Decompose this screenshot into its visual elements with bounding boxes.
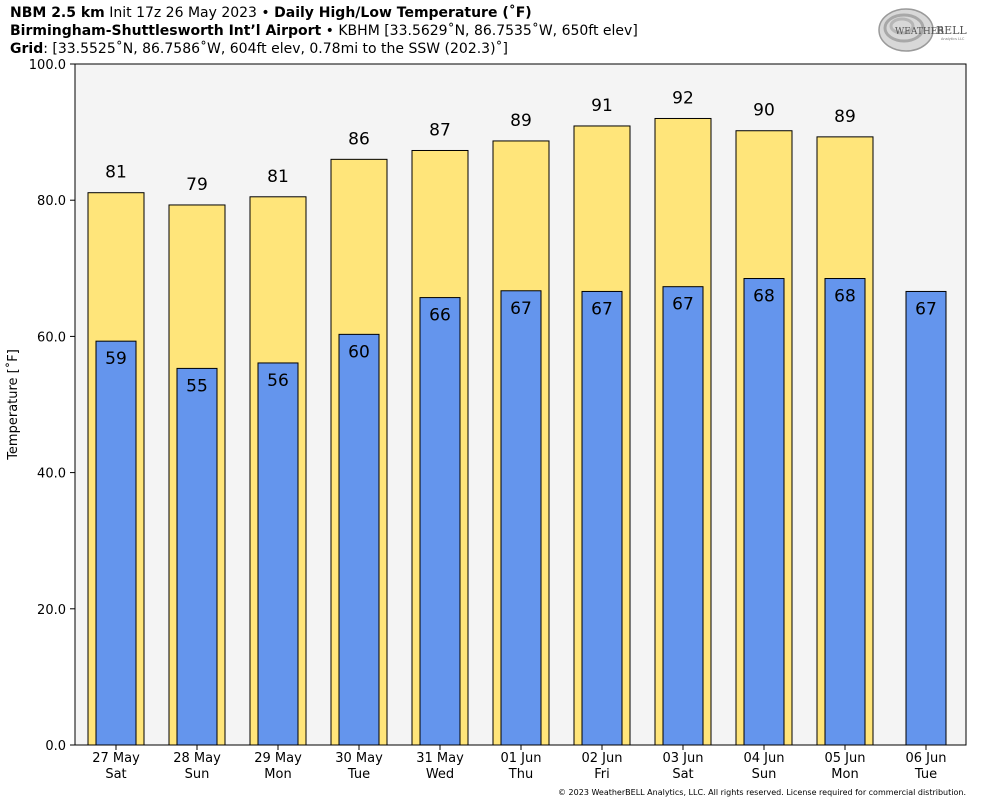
x-tick-date: 30 May <box>335 751 383 766</box>
x-tick-date: 01 Jun <box>501 751 542 766</box>
x-tick-date: 03 Jun <box>663 751 704 766</box>
bars-group: 81 59 79 55 81 56 86 60 87 66 89 67 91 67 92 67 90 68 89 68… <box>87 88 947 746</box>
high-value-label: 89 <box>834 107 856 127</box>
low-bar <box>743 278 785 746</box>
header-line-grid: Grid: [33.5525˚N, 86.7586˚W, 604ft elev,… <box>10 40 638 58</box>
y-axis-title: Temperature [˚F] <box>5 349 21 461</box>
low-bar <box>419 297 461 746</box>
low-value-label: 67 <box>915 299 937 319</box>
weatherbell-logo-graphic: WEATHER BELL Analytics LLC <box>878 8 967 52</box>
high-value-label: 90 <box>753 101 775 121</box>
logo-text-weather: WEATHER <box>895 27 944 37</box>
high-value-label: 89 <box>510 111 532 131</box>
low-bar <box>95 340 137 746</box>
station-coords: • KBHM [33.5629˚N, 86.7535˚W, 650ft elev… <box>321 23 638 39</box>
x-tick-date: 06 Jun <box>906 751 947 766</box>
x-tick-weekday: Sun <box>752 767 777 782</box>
high-value-label: 81 <box>105 163 127 183</box>
x-tick-date: 02 Jun <box>582 751 623 766</box>
low-bar <box>500 290 542 746</box>
low-bar <box>257 362 299 746</box>
low-bar <box>662 286 704 746</box>
x-tick-date: 27 May <box>92 751 140 766</box>
chart-header: NBM 2.5 km Init 17z 26 May 2023 • Daily … <box>10 4 638 58</box>
header-line-station: Birmingham-Shuttlesworth Int’l Airport •… <box>10 22 638 40</box>
low-value-label: 67 <box>510 299 532 319</box>
y-tick-label: 60.0 <box>37 330 66 345</box>
x-tick-date: 31 May <box>416 751 464 766</box>
high-value-label: 92 <box>672 88 694 108</box>
model-name: NBM 2.5 km <box>10 5 105 21</box>
y-tick-label: 40.0 <box>37 467 66 482</box>
copyright-notice: © 2023 WeatherBELL Analytics, LLC. All r… <box>558 788 966 797</box>
high-value-label: 91 <box>591 96 613 116</box>
low-bar <box>176 367 218 746</box>
y-axis: 0.0 20.0 40.0 60.0 80.0 100.0 <box>29 58 75 754</box>
y-tick-label: 0.0 <box>45 739 66 754</box>
logo-text-sub: Analytics LLC <box>941 37 965 41</box>
low-value-label: 59 <box>105 349 127 369</box>
y-tick-label: 20.0 <box>37 603 66 618</box>
x-tick-weekday: Sat <box>672 767 693 782</box>
low-value-label: 67 <box>672 295 694 315</box>
x-tick-weekday: Mon <box>264 767 291 782</box>
logo-text-bell: BELL <box>936 24 967 37</box>
low-value-label: 68 <box>753 287 775 307</box>
low-bar <box>581 290 623 746</box>
high-value-label: 81 <box>267 167 289 187</box>
high-value-label: 86 <box>348 129 370 149</box>
x-tick-weekday: Wed <box>426 767 454 782</box>
x-tick-date: 28 May <box>173 751 221 766</box>
x-tick-date: 04 Jun <box>744 751 785 766</box>
low-bar <box>338 333 380 746</box>
x-tick-weekday: Fri <box>594 767 610 782</box>
chart-title: Daily High/Low Temperature (˚F) <box>274 5 532 21</box>
x-tick-weekday: Tue <box>914 767 937 782</box>
low-bar <box>824 278 866 746</box>
weatherbell-logo: WEATHER BELL Analytics LLC <box>878 6 970 54</box>
grid-label: Grid <box>10 41 44 57</box>
y-tick-label: 100.0 <box>29 58 66 73</box>
x-tick-weekday: Mon <box>831 767 858 782</box>
x-tick-weekday: Sun <box>185 767 210 782</box>
x-tick-date: 05 Jun <box>825 751 866 766</box>
low-value-label: 55 <box>186 376 208 396</box>
y-tick-label: 80.0 <box>37 194 66 209</box>
init-time: Init 17z 26 May 2023 • <box>104 5 275 21</box>
low-value-label: 66 <box>429 306 451 326</box>
low-bar <box>905 290 947 746</box>
header-line-model: NBM 2.5 km Init 17z 26 May 2023 • Daily … <box>10 4 638 22</box>
x-tick-date: 29 May <box>254 751 302 766</box>
x-tick-weekday: Sat <box>105 767 126 782</box>
low-value-label: 56 <box>267 371 289 391</box>
grid-info: : [33.5525˚N, 86.7586˚W, 604ft elev, 0.7… <box>43 41 509 57</box>
x-tick-weekday: Thu <box>508 767 533 782</box>
high-value-label: 87 <box>429 120 451 140</box>
low-value-label: 60 <box>348 342 370 362</box>
high-value-label: 79 <box>186 175 208 195</box>
low-value-label: 67 <box>591 299 613 319</box>
x-tick-weekday: Tue <box>347 767 370 782</box>
station-name: Birmingham-Shuttlesworth Int’l Airport <box>10 23 322 39</box>
low-value-label: 68 <box>834 287 856 307</box>
